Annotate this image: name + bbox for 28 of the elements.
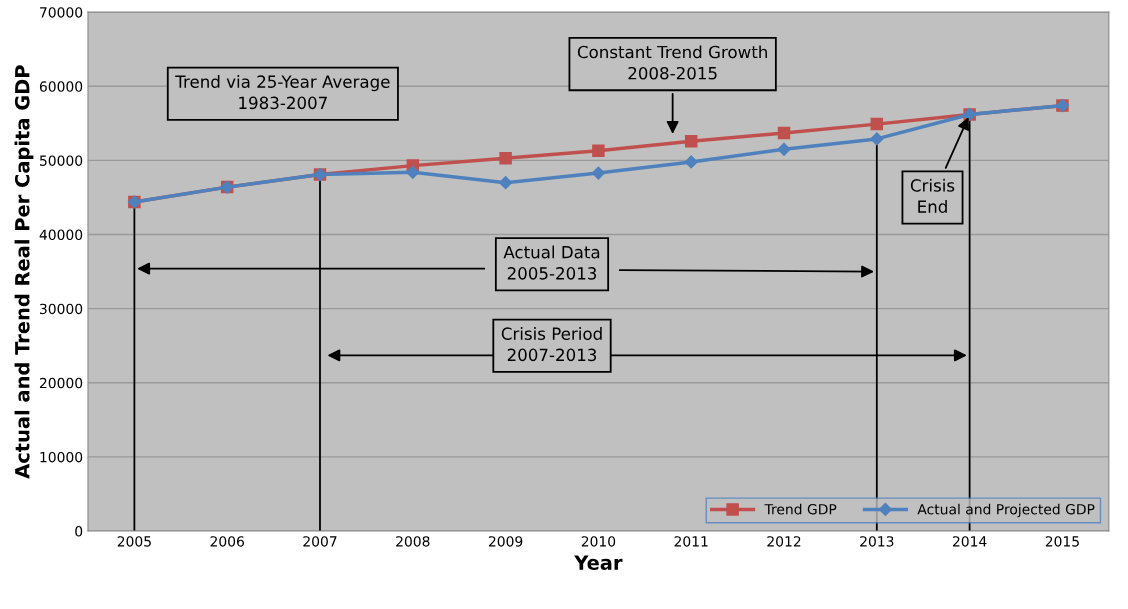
y-axis-title: Actual and Trend Real Per Capita GDP	[14, 65, 34, 479]
y-tick-label: 50000	[40, 155, 83, 166]
x-tick-label: 2015	[1045, 536, 1079, 547]
x-tick-label: 2006	[210, 536, 244, 547]
annotation: Crisis End	[910, 178, 955, 213]
legend-label: Actual and Projected GDP	[917, 503, 1095, 518]
annotation: Trend via 25-Year Average 1983-2007	[175, 75, 390, 110]
legend-label: Trend GDP	[764, 503, 837, 515]
y-tick-label: 40000	[39, 229, 83, 241]
y-tick-label: 30000	[40, 303, 83, 315]
x-tick-label: 2005	[117, 536, 151, 547]
y-tick-label: 70000	[40, 7, 83, 18]
x-tick-label: 2009	[488, 536, 523, 547]
x-tick-label: 2010	[581, 536, 616, 547]
y-tick-label: 20000	[39, 377, 83, 389]
x-tick-label: 2014	[952, 536, 987, 547]
x-axis-title: Year	[574, 555, 623, 570]
y-tick-label: 10000	[40, 451, 83, 463]
annotation: Actual Data 2005-2013	[503, 245, 600, 280]
x-tick-label: 2008	[396, 536, 430, 547]
x-tick-label: 2012	[767, 536, 801, 547]
y-tick-label: 0	[75, 526, 83, 537]
annotation: Constant Trend Growth 2008-2015	[577, 45, 767, 80]
x-tick-label: 2007	[303, 536, 337, 547]
x-tick-label: 2011	[674, 536, 708, 547]
y-tick-label: 60000	[39, 81, 83, 92]
x-tick-label: 2013	[860, 536, 894, 547]
annotation: Crisis Period 2007-2013	[501, 327, 602, 362]
